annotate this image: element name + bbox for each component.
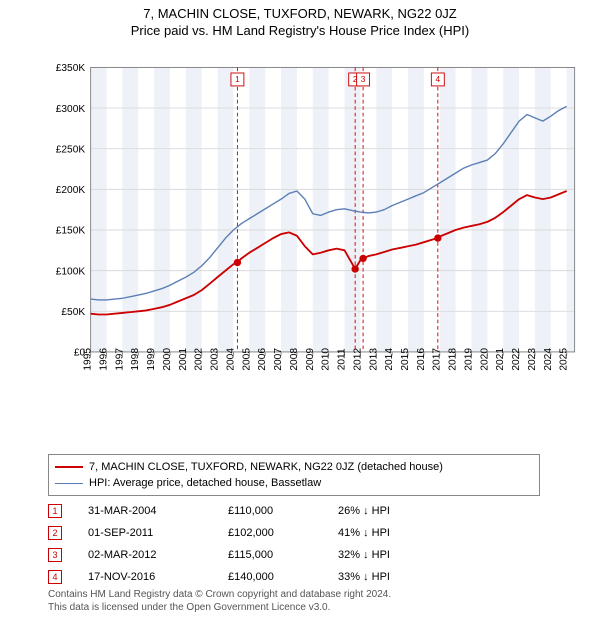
svg-text:2004: 2004 [225, 348, 236, 371]
transaction-date: 02-MAR-2012 [88, 549, 228, 561]
price-chart: £0£50K£100K£150K£200K£250K£300K£350K1995… [50, 52, 582, 408]
svg-text:3: 3 [361, 74, 366, 84]
svg-text:1997: 1997 [114, 348, 125, 371]
svg-text:2021: 2021 [495, 348, 506, 371]
table-row: 2 01-SEP-2011 £102,000 41% ↓ HPI [48, 522, 458, 544]
svg-text:2018: 2018 [448, 348, 459, 371]
svg-text:2005: 2005 [241, 348, 252, 371]
svg-text:2023: 2023 [527, 348, 538, 371]
svg-text:£50K: £50K [61, 307, 85, 318]
svg-text:1996: 1996 [99, 348, 110, 371]
svg-text:2016: 2016 [416, 348, 427, 371]
transaction-diff: 33% ↓ HPI [338, 571, 458, 583]
transaction-price: £115,000 [228, 549, 338, 561]
svg-text:£350K: £350K [56, 63, 86, 74]
svg-text:2014: 2014 [384, 348, 395, 371]
transactions-table: 1 31-MAR-2004 £110,000 26% ↓ HPI 2 01-SE… [48, 500, 458, 588]
svg-text:2022: 2022 [511, 348, 522, 371]
svg-text:1: 1 [235, 74, 240, 84]
transaction-date: 31-MAR-2004 [88, 505, 228, 517]
svg-text:2012: 2012 [352, 348, 363, 371]
legend-item-hpi: HPI: Average price, detached house, Bass… [55, 475, 533, 491]
svg-text:2003: 2003 [210, 348, 221, 371]
legend-label: 7, MACHIN CLOSE, TUXFORD, NEWARK, NG22 0… [89, 461, 443, 473]
svg-text:2015: 2015 [400, 348, 411, 371]
footer-line1: Contains HM Land Registry data © Crown c… [48, 588, 391, 601]
transaction-diff: 41% ↓ HPI [338, 527, 458, 539]
svg-text:£200K: £200K [56, 185, 86, 196]
transaction-marker: 3 [48, 548, 62, 562]
svg-text:2007: 2007 [273, 348, 284, 371]
svg-text:2024: 2024 [543, 348, 554, 371]
transaction-date: 17-NOV-2016 [88, 571, 228, 583]
transaction-price: £110,000 [228, 505, 338, 517]
table-row: 1 31-MAR-2004 £110,000 26% ↓ HPI [48, 500, 458, 522]
svg-text:4: 4 [436, 74, 441, 84]
svg-text:2017: 2017 [432, 348, 443, 371]
svg-text:£100K: £100K [56, 266, 86, 277]
transaction-price: £102,000 [228, 527, 338, 539]
page-title-subtitle: Price paid vs. HM Land Registry's House … [0, 23, 600, 38]
svg-text:2009: 2009 [305, 348, 316, 371]
svg-text:2025: 2025 [559, 348, 570, 371]
svg-text:2001: 2001 [178, 348, 189, 371]
legend-item-price-paid: 7, MACHIN CLOSE, TUXFORD, NEWARK, NG22 0… [55, 459, 533, 475]
transaction-date: 01-SEP-2011 [88, 527, 228, 539]
transaction-marker: 4 [48, 570, 62, 584]
svg-text:2000: 2000 [162, 348, 173, 371]
table-row: 4 17-NOV-2016 £140,000 33% ↓ HPI [48, 566, 458, 588]
legend-label: HPI: Average price, detached house, Bass… [89, 477, 321, 489]
legend: 7, MACHIN CLOSE, TUXFORD, NEWARK, NG22 0… [48, 454, 540, 496]
svg-text:2010: 2010 [321, 348, 332, 371]
svg-text:2002: 2002 [194, 348, 205, 371]
table-row: 3 02-MAR-2012 £115,000 32% ↓ HPI [48, 544, 458, 566]
svg-text:1998: 1998 [130, 348, 141, 371]
page-title-address: 7, MACHIN CLOSE, TUXFORD, NEWARK, NG22 0… [0, 6, 600, 21]
svg-text:2013: 2013 [368, 348, 379, 371]
svg-text:£300K: £300K [56, 104, 86, 115]
svg-text:1995: 1995 [83, 348, 94, 371]
transaction-marker: 2 [48, 526, 62, 540]
transaction-diff: 32% ↓ HPI [338, 549, 458, 561]
transaction-marker: 1 [48, 504, 62, 518]
svg-text:2006: 2006 [257, 348, 268, 371]
transaction-diff: 26% ↓ HPI [338, 505, 458, 517]
svg-text:£250K: £250K [56, 144, 86, 155]
svg-text:1999: 1999 [146, 348, 157, 371]
footer-line2: This data is licensed under the Open Gov… [48, 601, 391, 614]
legend-swatch [55, 483, 83, 484]
svg-text:2020: 2020 [479, 348, 490, 371]
legend-swatch [55, 466, 83, 468]
svg-text:2011: 2011 [337, 348, 348, 370]
transaction-price: £140,000 [228, 571, 338, 583]
svg-text:£150K: £150K [56, 226, 86, 237]
svg-text:2019: 2019 [463, 348, 474, 371]
footer-attribution: Contains HM Land Registry data © Crown c… [48, 588, 391, 614]
svg-text:2008: 2008 [289, 348, 300, 371]
